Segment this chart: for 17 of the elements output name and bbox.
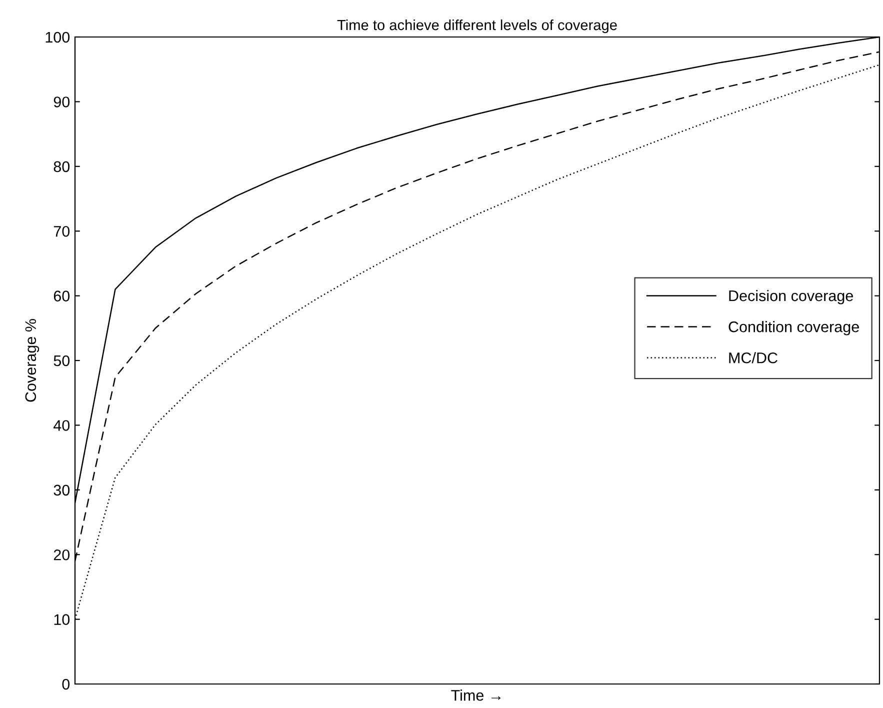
y-tick-label: 40 (54, 420, 70, 431)
legend-label: Decision coverage (729, 290, 853, 304)
y-tick-label: 30 (54, 484, 70, 496)
y-tick-label: 60 (54, 290, 70, 302)
y-tick-label: 0 (62, 678, 70, 690)
y-tick-label: 70 (54, 226, 70, 237)
legend-label: Condition coverage (728, 321, 859, 336)
legend-label: MC/DC (729, 352, 778, 364)
x-axis-title: Time → (451, 690, 501, 701)
y-tick-label: 80 (54, 161, 70, 172)
chart-title: Time to achieve different levels of coverage (337, 19, 617, 34)
y-tick-label: 10 (54, 614, 70, 625)
y-tick-label: 50 (54, 355, 70, 366)
y-tick-label: 90 (54, 96, 70, 108)
y-tick-label: 100 (46, 32, 70, 43)
y-axis-title: Coverage % (25, 319, 40, 402)
y-tick-label: 20 (54, 549, 70, 560)
